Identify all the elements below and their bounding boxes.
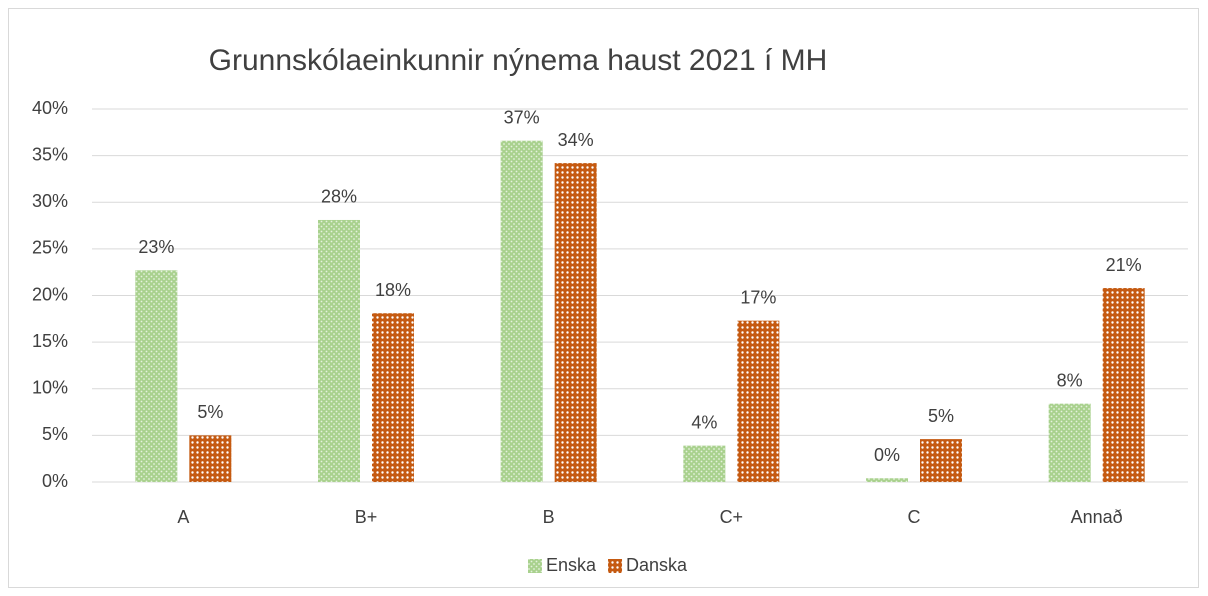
value-label: 4% <box>691 412 717 432</box>
y-tick-label: 10% <box>32 378 68 398</box>
x-tick-label: B <box>543 507 555 527</box>
chart-frame <box>8 8 1199 588</box>
x-tick-label: A <box>177 507 189 527</box>
x-tick-label: B+ <box>355 507 378 527</box>
bar <box>372 313 414 482</box>
legend-swatch <box>528 559 542 573</box>
value-label: 5% <box>928 406 954 426</box>
y-tick-label: 5% <box>42 424 68 444</box>
legend-label: Danska <box>626 555 688 575</box>
bar <box>1048 403 1091 482</box>
y-tick-label: 30% <box>32 191 68 211</box>
bar <box>500 140 543 482</box>
value-label: 34% <box>558 130 594 150</box>
value-label: 28% <box>321 187 357 207</box>
value-label: 18% <box>375 280 411 300</box>
bar <box>1102 288 1145 482</box>
value-label: 8% <box>1057 370 1083 390</box>
value-label: 23% <box>138 237 174 257</box>
bar <box>866 478 908 482</box>
value-label: 37% <box>504 107 540 127</box>
y-tick-label: 25% <box>32 238 68 258</box>
value-label: 0% <box>874 445 900 465</box>
bar <box>189 435 232 482</box>
x-tick-label: C+ <box>720 507 744 527</box>
bar <box>737 320 780 482</box>
bar <box>135 270 178 482</box>
x-tick-label: Annað <box>1071 507 1123 527</box>
y-tick-label: 0% <box>42 471 68 491</box>
value-label: 17% <box>740 287 776 307</box>
y-tick-label: 20% <box>32 284 68 304</box>
chart-title: Grunnskólaeinkunnir nýnema haust 2021 í … <box>209 44 828 77</box>
value-label: 21% <box>1106 255 1142 275</box>
legend-swatch <box>608 559 623 573</box>
y-tick-label: 15% <box>32 331 68 351</box>
bar <box>920 439 962 482</box>
bar <box>554 163 597 482</box>
bar <box>683 445 726 482</box>
x-tick-label: C <box>908 507 921 527</box>
value-label: 5% <box>197 402 223 422</box>
y-tick-label: 35% <box>32 144 68 164</box>
bar <box>318 219 360 482</box>
y-tick-label: 40% <box>32 98 68 118</box>
legend-label: Enska <box>546 555 597 575</box>
